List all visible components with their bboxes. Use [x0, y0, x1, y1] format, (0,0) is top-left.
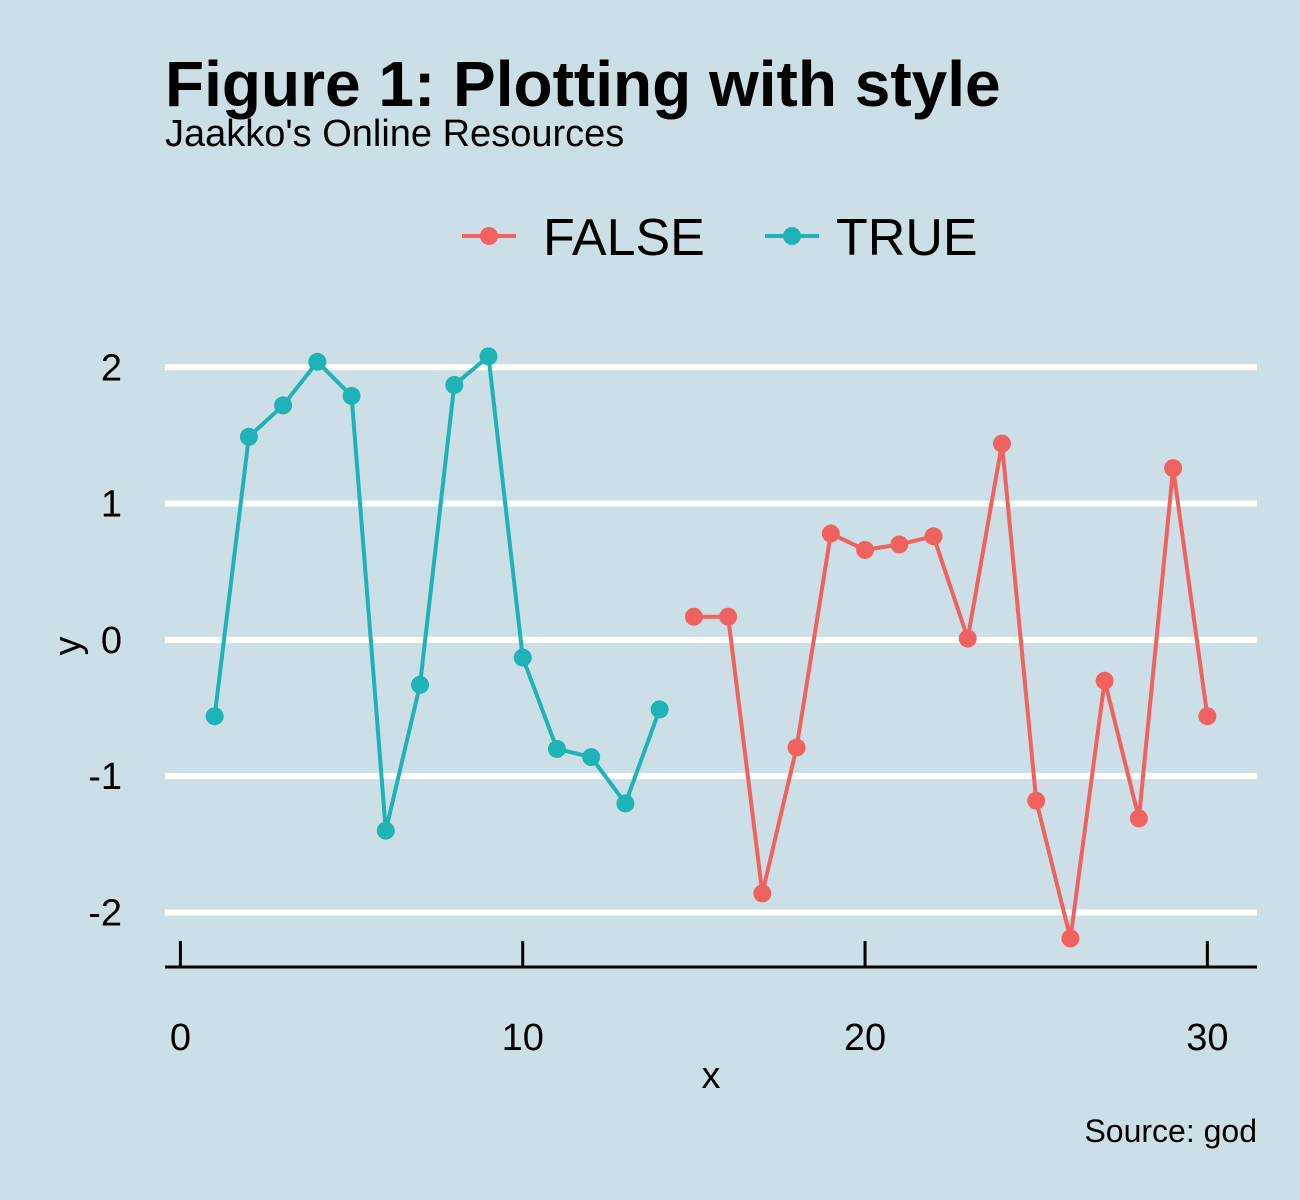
y-tick-label: -1	[88, 756, 122, 798]
y-tick-label: 0	[101, 620, 122, 662]
data-point	[890, 535, 909, 554]
x-tick-label: 30	[1186, 1017, 1228, 1059]
x-axis-title: x	[702, 1055, 721, 1097]
chart-title: Figure 1: Plotting with style	[165, 48, 1001, 120]
data-point	[1164, 459, 1183, 478]
x-tick-label: 10	[502, 1017, 544, 1059]
legend-item-true: TRUE	[765, 209, 978, 267]
data-point	[411, 675, 430, 694]
legend: FALSE TRUE	[462, 209, 978, 267]
chart-subtitle: Jaakko's Online Resources	[165, 113, 624, 155]
data-point	[924, 527, 943, 546]
data-point	[856, 540, 875, 559]
data-point	[205, 707, 224, 726]
data-point	[821, 524, 840, 543]
legend-label: FALSE	[543, 209, 705, 267]
data-point	[479, 347, 498, 366]
data-point	[753, 884, 772, 903]
y-tick-label: -2	[88, 892, 122, 934]
data-point	[274, 396, 293, 415]
data-point	[308, 352, 327, 371]
y-tick-label: 2	[101, 347, 122, 389]
y-axis-ticks: -2 -1 0 1 2	[88, 347, 122, 934]
x-tick-label: 0	[170, 1017, 191, 1059]
series-false	[684, 434, 1217, 948]
data-point	[787, 738, 806, 757]
data-point	[616, 794, 635, 813]
data-point	[1061, 929, 1080, 948]
series-line	[693, 441, 1210, 941]
y-tick-label: 1	[101, 484, 122, 526]
data-point	[1198, 707, 1217, 726]
x-axis: 0 10 20 30	[165, 941, 1257, 1059]
data-point	[1095, 671, 1114, 690]
grid-lines	[165, 364, 1257, 916]
x-tick-label: 20	[844, 1017, 886, 1059]
data-point	[958, 629, 977, 648]
data-point	[342, 386, 361, 405]
legend-key-point	[480, 227, 498, 245]
data-point	[1129, 809, 1148, 828]
data-point	[1027, 791, 1046, 810]
data-point	[376, 821, 395, 840]
data-point	[547, 739, 566, 758]
legend-key-point	[783, 227, 801, 245]
data-point	[719, 607, 738, 626]
series-layer	[205, 347, 1217, 948]
data-point	[239, 427, 258, 446]
legend-item-false: FALSE	[462, 209, 705, 267]
chart-caption: Source: god	[1084, 1113, 1257, 1149]
data-point	[650, 700, 669, 719]
y-axis-title: y	[47, 637, 89, 656]
series-true	[205, 347, 669, 840]
data-point	[445, 375, 464, 394]
data-point	[992, 434, 1011, 453]
data-point	[513, 648, 532, 667]
data-point	[684, 607, 703, 626]
data-point	[582, 748, 601, 767]
legend-label: TRUE	[836, 209, 978, 267]
